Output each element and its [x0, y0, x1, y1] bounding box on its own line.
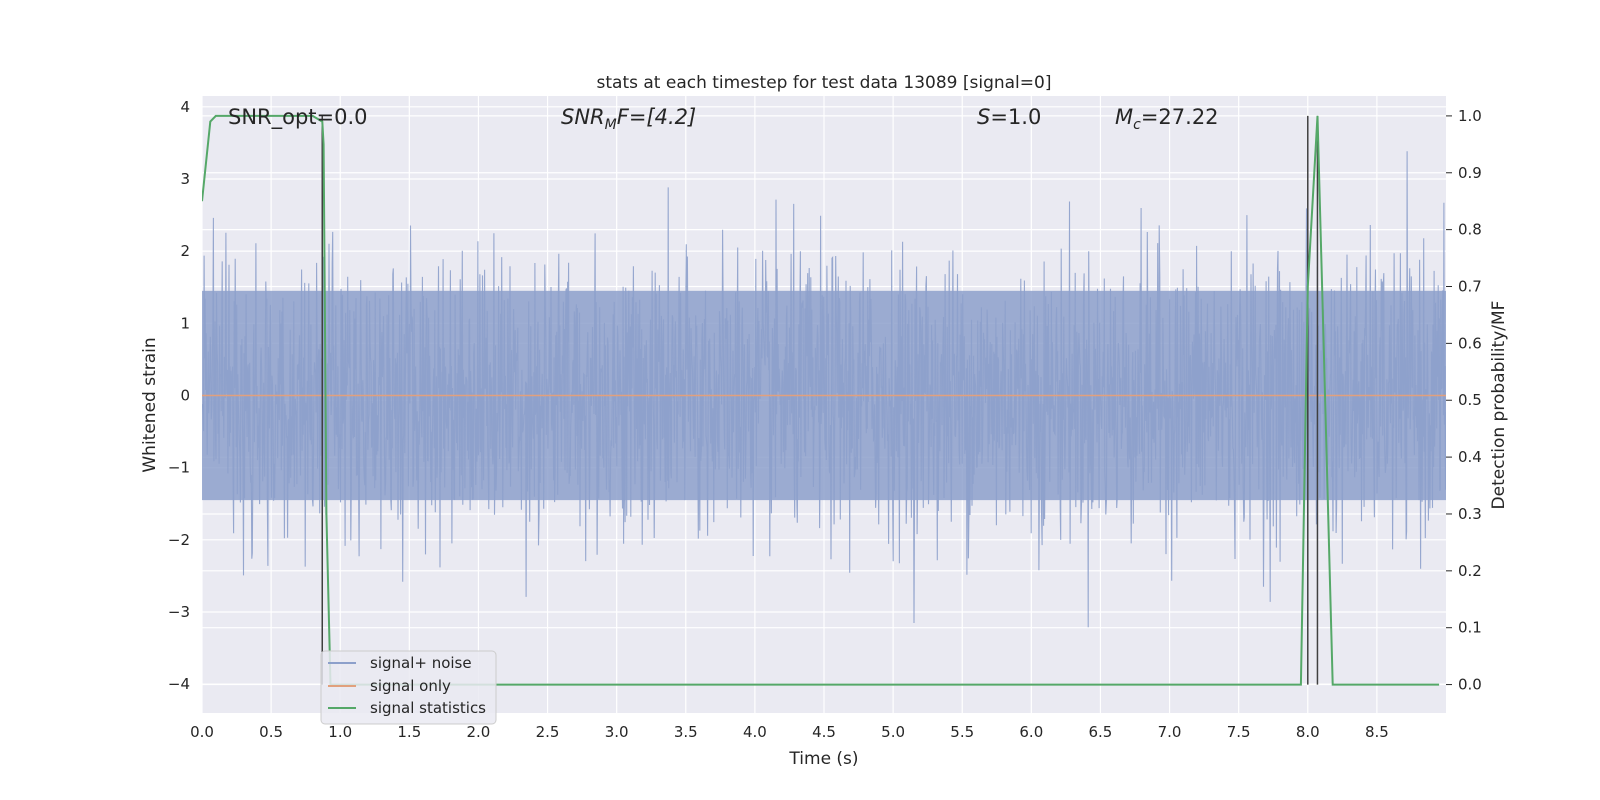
y-tick-label: 2	[180, 242, 190, 260]
y2-tick-label: 1.0	[1458, 107, 1482, 125]
x-tick-label: 1.0	[328, 723, 352, 741]
annotation-s-var: S	[977, 105, 990, 129]
x-tick-label: 2.5	[536, 723, 560, 741]
series-signal-statistics-line	[202, 114, 1440, 686]
y-tick-label: 0	[180, 386, 190, 404]
x-tick-label: 0.0	[190, 723, 214, 741]
x-axis-label: Time (s)	[788, 749, 858, 769]
y-axis-label: Whitened strain	[140, 337, 160, 472]
annotation-mc-var: M	[1115, 105, 1133, 129]
y-tick-label: −2	[168, 531, 190, 549]
x-tick-label: 8.5	[1365, 723, 1389, 741]
x-tick-label: 7.5	[1227, 723, 1251, 741]
annotation-mc-sub: c	[1133, 117, 1141, 133]
chart-title: stats at each timestep for test data 130…	[597, 73, 1052, 93]
annotation-snr-mf: SNRMF=[4.2]	[561, 105, 696, 133]
annotation-snr-mf-rest: F=[4.2]	[617, 105, 696, 129]
annotation-snr-mf-main: SNR	[561, 105, 605, 129]
legend-label-signal-only: signal only	[370, 677, 451, 695]
y2-tick-label: 0.3	[1458, 505, 1482, 523]
y2-tick-label: 0.2	[1458, 562, 1482, 580]
y-tick-label: −1	[168, 459, 190, 477]
lines	[202, 114, 1446, 686]
y2-tick-label: 0.6	[1458, 334, 1482, 352]
y2-tick-label: 0.5	[1458, 391, 1482, 409]
legend-label-signal-statistics: signal statistics	[370, 699, 486, 717]
y2-tick-label: 0.7	[1458, 278, 1482, 296]
y2-tick-label: 0.4	[1458, 448, 1482, 466]
x-tick-label: 3.5	[674, 723, 698, 741]
x-tick-label: 2.0	[467, 723, 491, 741]
annotation-s-rest: =1.0	[990, 105, 1041, 129]
x-tick-label: 7.0	[1158, 723, 1182, 741]
annotation-mc-rest: =27.22	[1141, 105, 1219, 129]
series-signal-noise-line	[202, 151, 1446, 628]
y-tick-label: −4	[168, 675, 190, 693]
y2-ticks: 1.0 0.9 0.8 0.7 0.6 0.5 0.4 0.3 0.2 0.1 0.0	[1446, 107, 1482, 694]
y2-tick-label: 0.0	[1458, 676, 1482, 694]
x-tick-label: 4.5	[812, 723, 836, 741]
y-ticks: 4 3 2 1 0 −1 −2 −3 −4	[168, 98, 190, 693]
annotation-snr-mf-sub: M	[605, 117, 617, 133]
y-tick-label: 3	[180, 170, 190, 188]
y2-tick-label: 0.1	[1458, 619, 1482, 637]
x-tick-label: 5.0	[881, 723, 905, 741]
y-tick-label: 4	[180, 98, 190, 116]
y-tick-label: −3	[168, 603, 190, 621]
x-tick-label: 6.5	[1089, 723, 1113, 741]
y2-tick-label: 0.9	[1458, 164, 1482, 182]
x-tick-label: 5.5	[950, 723, 974, 741]
x-ticks: 0.0 0.5 1.0 1.5 2.0 2.5 3.0 3.5 4.0 4.5 5.0 5.5 6.0 6…	[190, 723, 1389, 741]
x-tick-label: 0.5	[259, 723, 283, 741]
legend-label-signal-noise: signal+ noise	[370, 654, 472, 672]
x-tick-label: 6.0	[1019, 723, 1043, 741]
y-tick-label: 1	[180, 314, 190, 332]
annotation-s: S=1.0	[977, 105, 1041, 129]
legend-box	[320, 650, 497, 725]
annotation-mc: Mc=27.22	[1115, 105, 1219, 133]
x-tick-label: 8.0	[1296, 723, 1320, 741]
annotation-snr-opt: SNR_opt=0.0	[228, 105, 368, 130]
x-tick-label: 1.5	[397, 723, 421, 741]
x-tick-label: 3.0	[605, 723, 629, 741]
y2-tick-label: 0.8	[1458, 221, 1482, 239]
x-tick-label: 4.0	[743, 723, 767, 741]
legend: signal+ noise signal only signal statist…	[320, 650, 497, 725]
y2-axis-label: Detection probability/MF	[1489, 301, 1509, 510]
